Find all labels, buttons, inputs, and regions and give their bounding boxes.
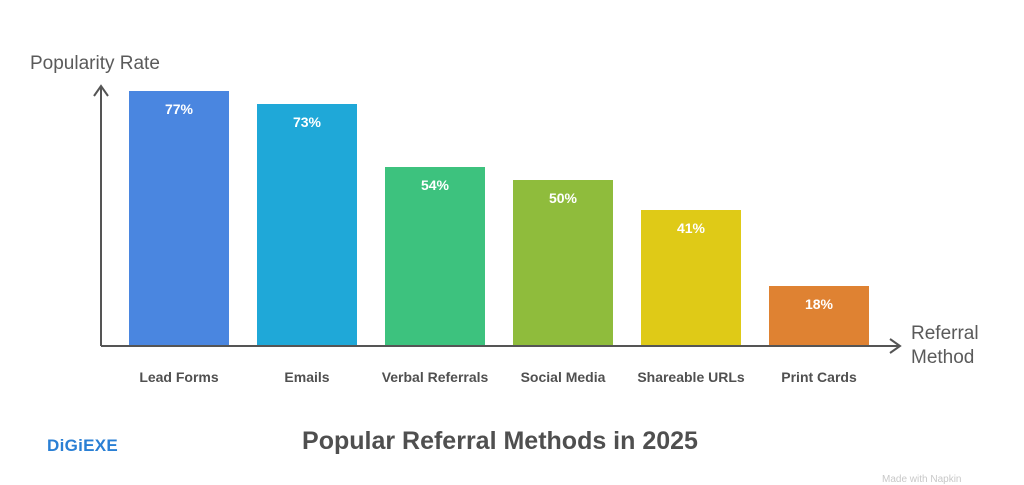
- bar-value-label: 73%: [292, 114, 322, 130]
- x-axis-title-line: Method: [911, 347, 975, 368]
- x-axis-title: Referral Method: [911, 322, 979, 370]
- watermark: Made with Napkin: [882, 474, 962, 485]
- category-label: Verbal Referrals: [381, 369, 489, 385]
- bar-value-label: 18%: [804, 296, 834, 312]
- category-label: Print Cards: [781, 369, 857, 385]
- bar-social-media: 50%: [513, 180, 613, 345]
- x-axis-arrow-icon: [889, 338, 902, 354]
- bar-value-label: 77%: [164, 101, 194, 117]
- bar-verbal-referrals: 54%: [385, 167, 485, 345]
- bar-print-cards: 18%: [769, 286, 869, 345]
- category-label: Shareable URLs: [637, 369, 745, 385]
- bar-shareable-urls: 41%: [641, 210, 741, 345]
- bar-value-label: 50%: [548, 190, 578, 206]
- y-axis-arrow-icon: [93, 84, 109, 97]
- y-axis-title: Popularity Rate: [30, 53, 160, 74]
- x-axis-title-line: Referral: [911, 323, 979, 344]
- bar-lead-forms: 77%: [129, 91, 229, 345]
- chart-title: Popular Referral Methods in 2025: [302, 427, 698, 455]
- bar-value-label: 41%: [676, 220, 706, 236]
- category-label: Lead Forms: [139, 369, 219, 385]
- category-label: Emails: [284, 369, 330, 385]
- bar-value-label: 54%: [420, 177, 450, 193]
- category-label: Social Media: [520, 369, 606, 385]
- brand-logo: DiGiEXE: [47, 436, 119, 455]
- bar-emails: 73%: [257, 104, 357, 345]
